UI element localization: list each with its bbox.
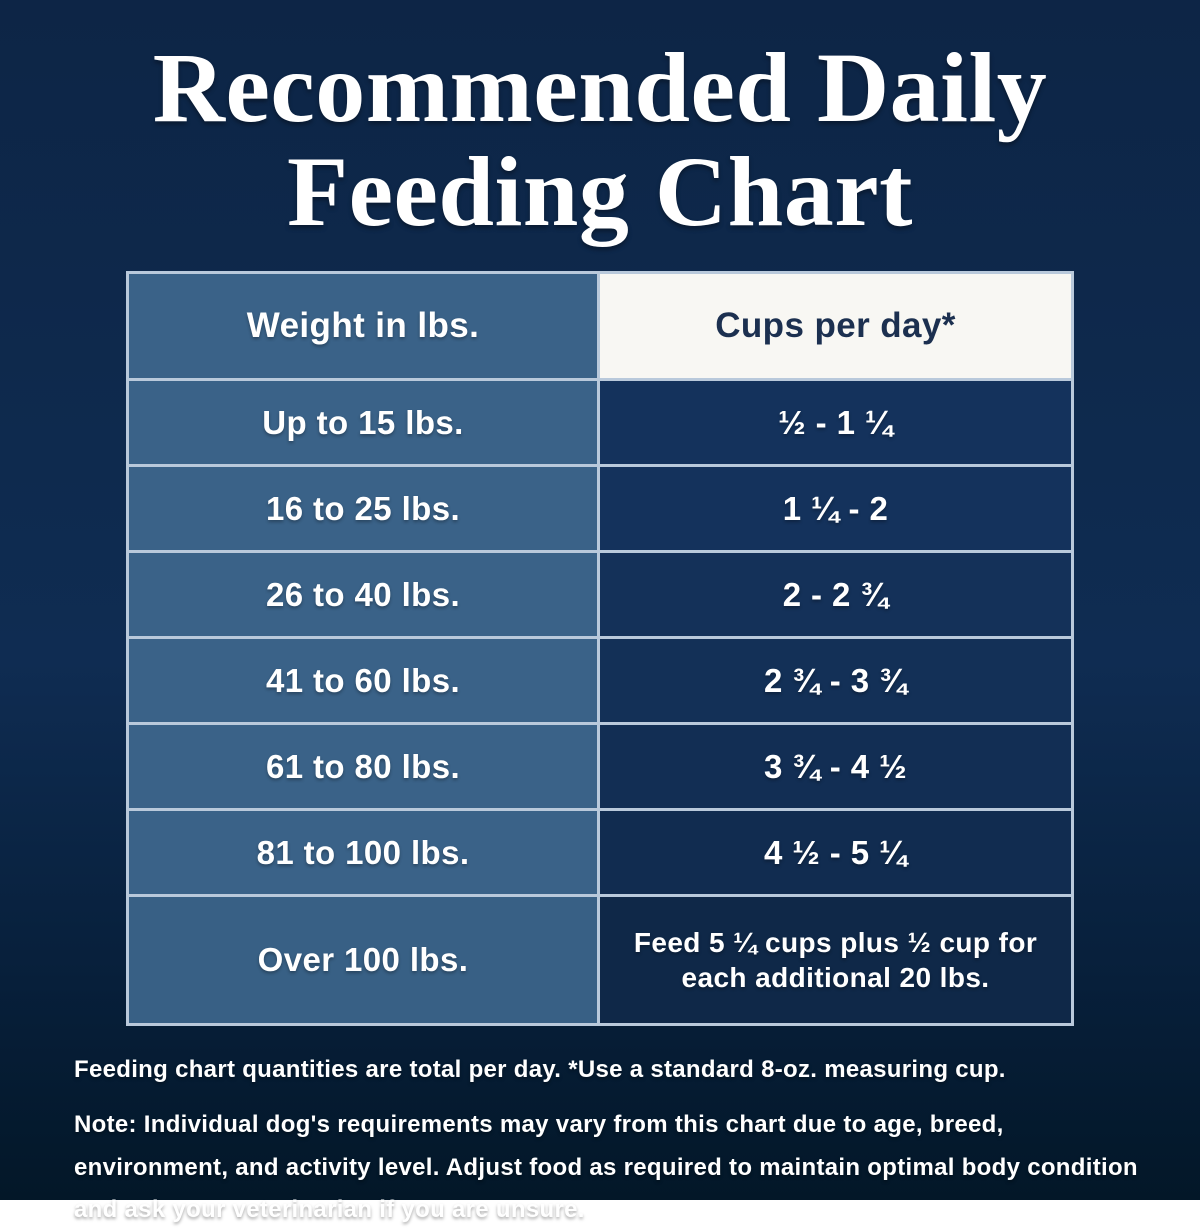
weight-column-header: Weight in lbs. (126, 271, 600, 381)
weight-cell: 26 to 40 lbs. (126, 550, 600, 639)
cups-cell: 4 ½ - 5 ¼ (597, 808, 1074, 897)
cups-cell: 2 ¾ - 3 ¾ (597, 636, 1074, 725)
table-row: 26 to 40 lbs. 2 - 2 ¾ (126, 550, 1074, 639)
weight-cell: Up to 15 lbs. (126, 378, 600, 467)
table-row: Up to 15 lbs. ½ - 1 ¼ (126, 378, 1074, 467)
veterinarian-note: Note: Individual dog's requirements may … (74, 1111, 1138, 1224)
weight-cell: 81 to 100 lbs. (126, 808, 600, 897)
table-row: 81 to 100 lbs. 4 ½ - 5 ¼ (126, 808, 1074, 897)
cups-column-header: Cups per day* (597, 271, 1074, 381)
table-row: 16 to 25 lbs. 1 ¼ - 2 (126, 464, 1074, 553)
cups-cell: 3 ¾ - 4 ½ (597, 722, 1074, 811)
measuring-cup-footnote: Feeding chart quantities are total per d… (74, 1056, 1006, 1083)
feeding-chart-table: Weight in lbs. Cups per day* Up to 15 lb… (126, 271, 1074, 1026)
table-row: 61 to 80 lbs. 3 ¾ - 4 ½ (126, 722, 1074, 811)
page-title-line1: Recommended Daily (152, 32, 1048, 143)
weight-cell: 41 to 60 lbs. (126, 636, 600, 725)
cups-cell: ½ - 1 ¼ (597, 378, 1074, 467)
cups-cell: 2 - 2 ¾ (597, 550, 1074, 639)
table-row: 41 to 60 lbs. 2 ¾ - 3 ¾ (126, 636, 1074, 725)
weight-cell: Over 100 lbs. (126, 894, 600, 1026)
cups-cell: Feed 5 ¼ cups plus ½ cup for each additi… (597, 894, 1074, 1026)
page-title: Recommended Daily Feeding Chart (0, 0, 1200, 244)
weight-cell: 16 to 25 lbs. (126, 464, 600, 553)
weight-cell: 61 to 80 lbs. (126, 722, 600, 811)
page-title-line2: Feeding Chart (287, 136, 913, 247)
cups-cell: 1 ¼ - 2 (597, 464, 1074, 553)
table-row: Over 100 lbs. Feed 5 ¼ cups plus ½ cup f… (126, 894, 1074, 1026)
header-row: Weight in lbs. Cups per day* (126, 271, 1074, 381)
